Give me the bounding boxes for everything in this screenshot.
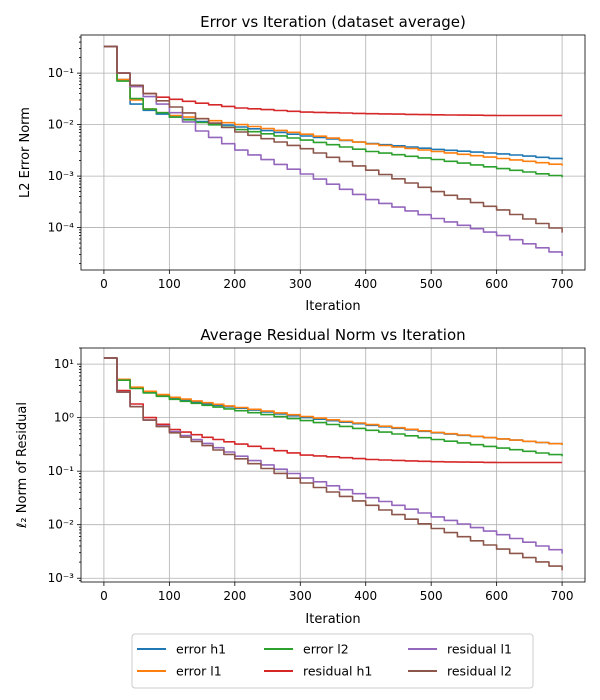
x-tick-label: 600 [485,277,508,291]
plot-frame [80,34,586,271]
series-line-error-l1 [103,45,563,166]
x-tick-label: 300 [289,589,312,603]
y-tick-label: 10¹ [54,357,74,371]
legend-label: error l1 [176,664,222,679]
series-line-residual-l1 [103,357,563,554]
x-axis-label: Iteration [305,299,360,314]
y-tick-label: 10⁻¹ [48,464,75,478]
x-tick-label: 500 [420,277,443,291]
y-tick-label: 10⁻² [48,118,75,132]
series-line-residual-l2 [103,45,563,233]
series-group [103,357,563,571]
series-group [103,45,563,256]
y-axis-label: L2 Error Norm [18,107,33,198]
series-line-residual-l2 [103,357,563,571]
legend-label: residual l1 [447,642,512,657]
y-axis-label: ℓ₂ Norm of Residual [15,402,30,529]
x-tick-label: 0 [100,589,108,603]
x-tick-label: 600 [485,589,508,603]
x-tick-label: 300 [289,277,312,291]
y-tick-label: 10⁰ [54,411,74,425]
legend: error h1 error l1 error l2 residual h1 resid… [131,633,534,689]
x-axis-label: Iteration [305,612,360,627]
legend-label: residual l2 [447,664,512,679]
x-tick-label: 100 [158,277,181,291]
legend-label: error h1 [176,642,226,657]
legend-box [131,633,534,689]
x-tick-label: 700 [551,277,574,291]
series-line-error-l2 [103,357,563,457]
y-tick-label: 10⁻³ [48,169,75,183]
x-tick-label: 500 [420,589,443,603]
x-tick-label: 200 [223,589,246,603]
legend-label: error l2 [303,642,349,657]
y-tick-label: 10⁻² [48,518,75,532]
x-tick-label: 400 [354,277,377,291]
x-tick-label: 400 [354,589,377,603]
x-tick-label: 200 [223,277,246,291]
chart-title: Error vs Iteration (dataset average) [200,13,466,31]
series-line-residual-l1 [103,45,563,256]
residual-chart: 0 100 200 300 400 500 600 700 10⁻³ 10⁻² 10⁻¹ 10⁰ 10¹… [15,326,586,627]
y-tick-label: 10⁻¹ [48,66,75,80]
error-chart: 0 100 200 300 400 500 600 700 10⁻⁴ 10⁻³ 10⁻² 10⁻¹ Er… [18,13,586,314]
x-tick-label: 0 [100,277,108,291]
x-tick-label: 100 [158,589,181,603]
x-tick-label: 700 [551,589,574,603]
y-tick-label: 10⁻⁴ [48,221,75,235]
y-tick-label: 10⁻³ [48,571,75,585]
legend-label: residual h1 [303,664,372,679]
series-line-residual-h1 [103,357,563,464]
series-line-error-h1 [103,45,563,160]
plot-frame [80,347,586,583]
chart-title: Average Residual Norm vs Iteration [200,326,465,344]
series-line-residual-h1 [103,45,563,117]
